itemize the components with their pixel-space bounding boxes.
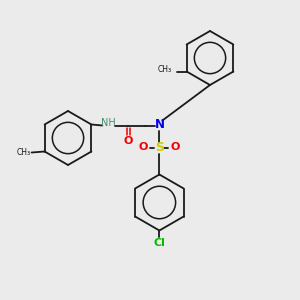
Text: N: N (154, 118, 164, 131)
Text: NH: NH (101, 118, 116, 128)
Text: O: O (171, 142, 180, 152)
Text: O: O (124, 136, 133, 146)
Text: S: S (155, 141, 164, 154)
Text: CH₃: CH₃ (158, 65, 172, 74)
Text: Cl: Cl (153, 238, 165, 248)
Text: O: O (139, 142, 148, 152)
Text: CH₃: CH₃ (16, 148, 31, 157)
